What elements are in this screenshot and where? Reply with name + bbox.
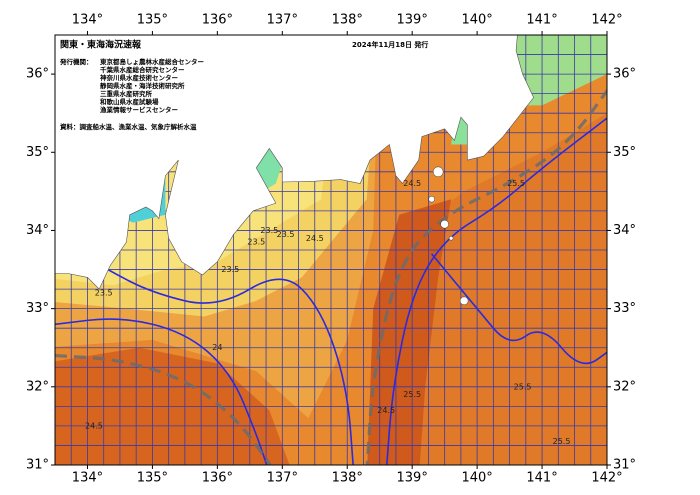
contour-label: 23.5 <box>95 289 113 298</box>
lat-label: 32° <box>613 379 636 394</box>
contour-label: 23.5 <box>221 265 239 274</box>
lon-label: 135° <box>137 13 168 28</box>
island <box>428 195 435 203</box>
contour-label: 25.5 <box>514 382 532 391</box>
sea-hot-core <box>367 199 452 465</box>
lon-label: 137° <box>267 13 298 28</box>
lon-label: 135° <box>137 471 168 486</box>
isotherm <box>431 253 607 365</box>
agency: 東京都島しょ農林水産総合センター <box>100 57 204 66</box>
contour-label: 24.5 <box>306 234 324 243</box>
contour-label: 25.5 <box>553 437 571 446</box>
info-box <box>57 37 222 135</box>
lat-label: 32° <box>26 379 49 394</box>
lon-label: 142° <box>591 13 622 28</box>
data-source: 資料：調査船水温、漁業水温、気象庁解析水温 <box>60 122 197 131</box>
contour-label: 23.5 <box>277 230 295 239</box>
island <box>432 166 444 178</box>
contour-label: 23.5 <box>260 226 278 235</box>
lat-label: 35° <box>613 145 636 160</box>
agency: 神奈川県水産技術センター <box>100 73 178 82</box>
island <box>440 219 449 229</box>
lat-label: 31° <box>26 458 49 473</box>
lon-label: 140° <box>461 471 492 486</box>
island <box>459 296 469 306</box>
lat-label: 34° <box>26 223 49 238</box>
map-frame <box>54 34 608 466</box>
lon-label: 141° <box>526 13 557 28</box>
lon-label: 141° <box>526 471 557 486</box>
contour-label: 23.5 <box>247 238 265 247</box>
contour-label: 24.5 <box>403 179 421 188</box>
lon-label: 139° <box>397 471 428 486</box>
agency: 千葉県水産総合研究センター <box>100 65 185 74</box>
contour-label: 25.5 <box>403 390 421 399</box>
contour-label: 25.5 <box>507 179 525 188</box>
agency: 漁業情報サービスセンター <box>100 105 178 114</box>
lon-label: 137° <box>267 471 298 486</box>
kuroshio-axis <box>365 88 607 465</box>
contour-label: 24.5 <box>377 406 395 415</box>
lat-label: 33° <box>613 301 636 316</box>
lon-label: 138° <box>332 471 363 486</box>
lon-label: 134° <box>72 471 103 486</box>
agency-list: 東京都島しょ農林水産総合センター千葉県水産総合研究センター神奈川県水産技術センタ… <box>99 57 204 114</box>
lat-label: 36° <box>26 67 49 82</box>
lon-label: 142° <box>591 471 622 486</box>
island <box>448 236 454 241</box>
lat-label: 35° <box>26 145 49 160</box>
agency: 和歌山県水産試験場 <box>99 97 159 106</box>
agencies-label: 発行機関： <box>59 57 93 66</box>
lat-label: 31° <box>613 458 636 473</box>
lat-label: 34° <box>613 223 636 238</box>
kuroshio-axis <box>55 353 273 465</box>
contour-label: 24.5 <box>85 421 103 430</box>
lon-label: 140° <box>461 13 492 28</box>
contour-label: 24 <box>212 343 222 352</box>
lon-label: 139° <box>397 13 428 28</box>
lon-label: 136° <box>202 13 233 28</box>
isotherm <box>55 318 268 465</box>
lat-label: 33° <box>26 301 49 316</box>
issue-date: 2024年11月18日 発行 <box>352 40 428 49</box>
lon-label: 138° <box>332 13 363 28</box>
lat-label: 36° <box>613 67 636 82</box>
agency: 静岡県水産・海洋技術研究所 <box>100 81 185 90</box>
map-title: 関東・東海海況速報 <box>60 39 142 51</box>
lon-label: 136° <box>202 471 233 486</box>
agency: 三重県水産研究所 <box>100 89 153 98</box>
lon-label: 134° <box>72 13 103 28</box>
isotherm <box>385 117 607 465</box>
